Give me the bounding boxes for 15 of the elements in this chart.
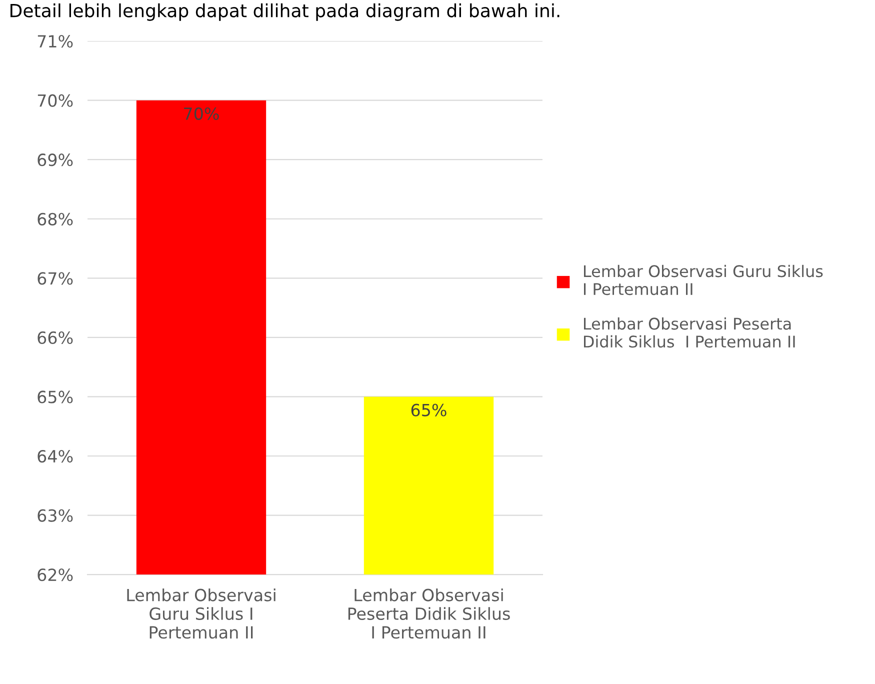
y-tick-label: 69% <box>38 154 73 166</box>
text: Detail lebih lengkap dapat dilihat pada diagram di bawah ini. <box>10 3 560 21</box>
y-tick-label: 62% <box>38 568 73 582</box>
data-label: 65% <box>411 404 446 416</box>
y-tick-label: 70% <box>38 94 73 107</box>
y-tick-label: 67% <box>38 272 73 285</box>
y-tick-label: 66% <box>38 331 73 344</box>
y-tick-label: 64% <box>38 450 73 463</box>
legend-label: Lembar Observasi Guru Siklus I Pertemuan II <box>584 264 823 296</box>
y-tick-label: 63% <box>38 509 73 522</box>
data-label: 70% <box>184 107 219 120</box>
y-tick-label: 68% <box>38 212 73 226</box>
y-tick-label: 65% <box>38 390 73 404</box>
legend-label: Lembar Observasi Peserta Didik Siklus I Pertemuan II <box>584 317 795 348</box>
y-tick-label: 71% <box>38 35 73 48</box>
